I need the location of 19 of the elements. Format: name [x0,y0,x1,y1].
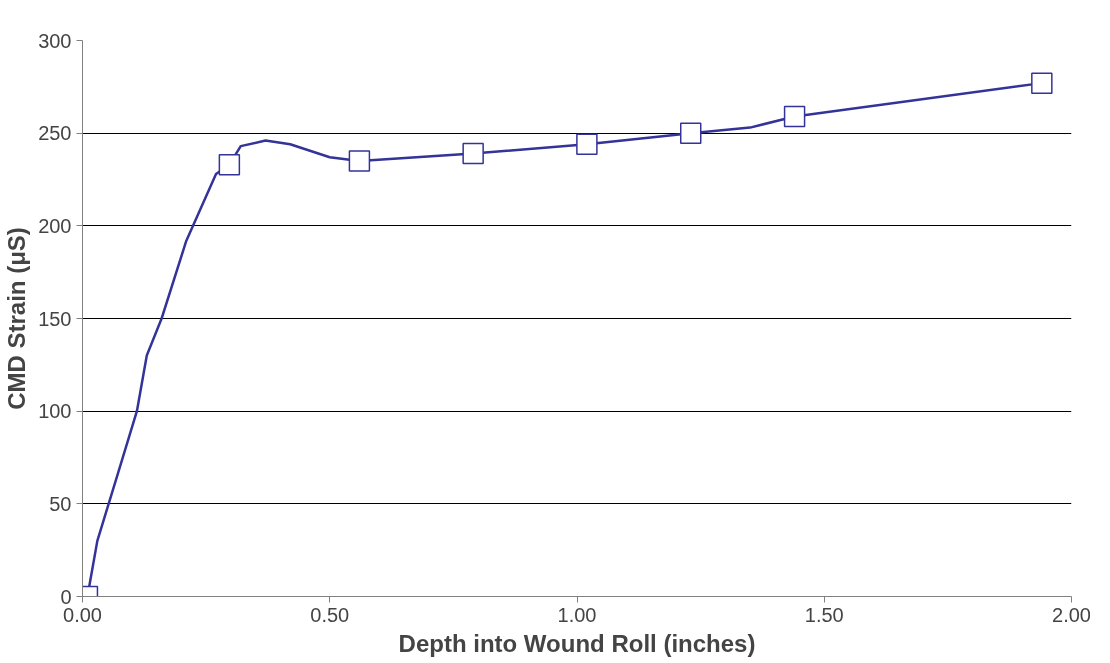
x-axis-title: Depth into Wound Roll (inches) [398,629,756,657]
point [576,133,598,156]
point [348,150,371,172]
point [1031,72,1053,94]
y-tick-label: 300 [38,29,72,52]
y-tick-label: 250 [38,122,72,145]
x-tick-label: 1.50 [804,603,844,626]
x-tick-label: 0.50 [310,603,350,626]
point [679,122,702,144]
y-tick-label: 150 [38,307,72,330]
x-tick-label: 2.00 [1052,603,1091,626]
point [783,105,806,128]
y-tick-label: 50 [49,492,72,515]
y-tick-label: 200 [38,214,72,237]
y-axis-title: CMD Strain (μS) [3,227,31,410]
y-tick-label: 100 [38,400,72,423]
x-tick-label: 1.00 [557,603,597,626]
point [462,142,484,165]
point [218,153,241,176]
